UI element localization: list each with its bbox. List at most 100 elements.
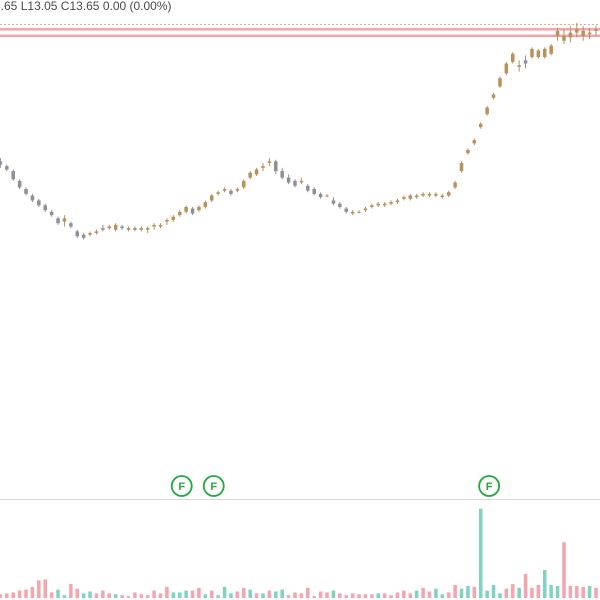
- volume-bar: [274, 591, 278, 598]
- candle: [453, 180, 457, 190]
- candle-body: [498, 78, 502, 87]
- candle: [94, 229, 99, 235]
- candle-body: [459, 162, 464, 172]
- candle: [491, 92, 496, 100]
- volume-bar: [30, 586, 35, 598]
- candle: [222, 187, 227, 193]
- ohlc-legend: 3.65 L13.05 C13.65 0.00 (0.00%): [0, 0, 172, 13]
- candle-body: [421, 193, 425, 196]
- candle-body: [184, 206, 188, 212]
- candle: [427, 192, 432, 198]
- candle-body: [81, 234, 86, 238]
- candle-body: [344, 208, 348, 212]
- candle-body: [440, 195, 445, 198]
- candle: [190, 206, 195, 216]
- volume-bar: [69, 584, 73, 598]
- event-marker-circle: [202, 475, 225, 497]
- candle: [543, 47, 547, 59]
- volume-bar: [331, 590, 336, 598]
- volume-bar: [498, 593, 502, 598]
- event-marker-circle: [170, 475, 193, 497]
- candle-body: [318, 193, 323, 198]
- candle-body: [216, 192, 220, 194]
- volume-bar: [543, 570, 547, 598]
- candle-body: [37, 200, 41, 206]
- volume-bar: [344, 595, 348, 598]
- volume-bar: [126, 596, 131, 598]
- candle: [594, 26, 598, 36]
- candle-body: [248, 172, 252, 178]
- candle: [235, 187, 240, 193]
- candle: [242, 179, 246, 190]
- candle: [402, 195, 406, 201]
- candle: [395, 198, 400, 204]
- candle-body: [325, 195, 329, 197]
- volume-bar: [562, 542, 566, 598]
- candle-body: [107, 226, 112, 229]
- candle: [344, 206, 348, 214]
- candle-body: [549, 45, 553, 54]
- volume-bar: [350, 593, 355, 598]
- candle-body: [222, 189, 227, 191]
- candle-body: [203, 202, 208, 207]
- volume-bar: [203, 594, 208, 598]
- volume-bar: [229, 593, 233, 598]
- candle: [75, 229, 80, 238]
- volume-bar: [216, 595, 220, 598]
- volume-bar: [43, 579, 47, 598]
- candle-body: [293, 180, 297, 186]
- candle-body: [427, 193, 432, 196]
- volume-bar: [145, 595, 150, 598]
- volume-bar: [459, 588, 464, 598]
- candle-body: [312, 189, 316, 194]
- volume-bar: [466, 585, 470, 598]
- candle: [472, 138, 477, 146]
- candle: [17, 179, 22, 190]
- candle: [139, 226, 144, 232]
- volume-bar: [478, 508, 483, 598]
- candle-body: [402, 197, 406, 199]
- volume-bar: [11, 592, 15, 598]
- candle-body: [280, 171, 284, 178]
- candle: [338, 202, 342, 209]
- volume-bar: [555, 585, 560, 598]
- candle-body: [382, 203, 387, 206]
- candle: [5, 164, 9, 172]
- candle: [216, 190, 220, 196]
- volume-bar: [549, 584, 553, 598]
- candle: [414, 193, 419, 199]
- event-marker-icon[interactable]: F: [478, 475, 501, 497]
- candle: [523, 55, 528, 69]
- event-marker-icon[interactable]: F: [202, 475, 225, 497]
- candle: [209, 193, 214, 203]
- candle: [478, 122, 483, 129]
- volume-bar: [5, 593, 9, 598]
- volume-bar: [472, 586, 477, 598]
- candle-body: [229, 190, 233, 194]
- event-marker-icon[interactable]: F: [170, 475, 193, 497]
- event-marker-label: F: [486, 481, 493, 493]
- candle-body: [267, 161, 272, 163]
- candle-body: [120, 226, 124, 229]
- candle: [357, 210, 361, 214]
- legend-low-label: L: [20, 0, 28, 13]
- volume-bar: [568, 585, 573, 598]
- candle-body: [453, 182, 457, 188]
- volume-bar: [254, 593, 259, 598]
- candle-body: [536, 50, 541, 58]
- candle-body: [581, 30, 585, 36]
- candle: [113, 223, 118, 232]
- candle: [49, 210, 54, 217]
- volume-bar: [376, 593, 381, 598]
- volume-bar: [395, 592, 400, 598]
- candle-body: [331, 200, 336, 204]
- candle: [280, 167, 284, 180]
- candle-body: [235, 189, 240, 191]
- candle: [504, 61, 509, 75]
- candle: [389, 200, 393, 206]
- candle: [331, 197, 336, 206]
- candle: [434, 192, 438, 198]
- volume-bar: [139, 594, 144, 598]
